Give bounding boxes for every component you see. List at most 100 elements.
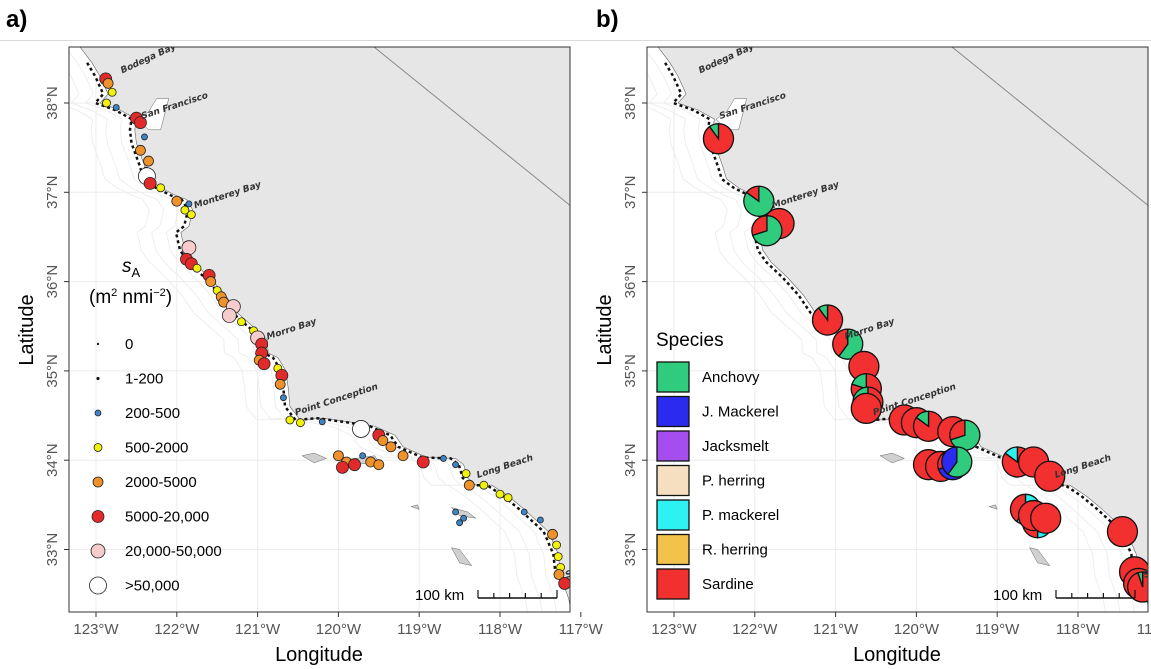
backscatter-point: [553, 569, 565, 580]
island: [410, 504, 420, 510]
depth-contour: [69, 106, 528, 612]
xtick-label: 123°W: [73, 621, 119, 638]
pie-slice: [941, 446, 958, 476]
legend-a-swatch: [93, 443, 103, 452]
ytick-label: 38°N: [44, 86, 61, 120]
backscatter-point: [440, 455, 447, 462]
pie-slice: [837, 328, 864, 360]
ytick-label: 37°N: [622, 176, 639, 210]
legend-a-swatch: [89, 576, 107, 595]
panel-a-xlabel: Longitude: [275, 644, 363, 666]
legend-a-label: 5000-20,000: [125, 509, 209, 526]
ytick-label: 35°N: [622, 354, 639, 388]
legend-a-label: >50,000: [125, 578, 180, 595]
xtick-label: 117°W: [1137, 621, 1151, 638]
legend-a-label: 20,000-50,000: [125, 543, 222, 560]
legend-a-swatch: [92, 476, 104, 488]
backscatter-point: [547, 528, 558, 540]
species-pie: [832, 328, 864, 360]
xtick-label: 120°W: [316, 621, 362, 638]
backscatter-point: [186, 210, 196, 220]
panel-b-scalebar: 100 km: [993, 587, 1136, 604]
legend-a-label: 1-200: [125, 371, 163, 388]
legend-b-swatch: [656, 533, 690, 566]
species-pie: [1034, 460, 1066, 492]
ytick-label: 38°N: [622, 86, 639, 120]
legend-b-swatch: [656, 430, 690, 462]
pie-slice: [1009, 493, 1027, 523]
xtick-label: 119°W: [975, 621, 1020, 638]
legend-b-swatch: [656, 395, 690, 428]
xtick-label: 123°W: [651, 621, 697, 638]
species-pie: [1106, 515, 1139, 548]
backscatter-point: [107, 87, 117, 97]
pie-slice: [915, 410, 930, 428]
backscatter-point: [359, 452, 367, 460]
xtick-label: 117°W: [559, 621, 604, 638]
pie-slice: [817, 304, 829, 322]
backscatter-point: [452, 461, 459, 469]
backscatter-point: [452, 508, 459, 516]
panel-b-species-pies: [702, 123, 1148, 603]
legend-b-label: Jacksmelt: [702, 438, 770, 455]
panel-a-letter: a): [6, 6, 28, 33]
panel-a-backscatter-points: [99, 72, 570, 590]
panel-b-scalebar-label: 100 km: [993, 587, 1042, 604]
panel-a-ylabel: Latitude: [16, 294, 38, 365]
backscatter-point: [141, 133, 148, 141]
island: [1029, 547, 1051, 566]
species-pie: [751, 215, 783, 247]
backscatter-point: [180, 205, 190, 215]
backscatter-point: [377, 435, 389, 446]
backscatter-point: [552, 540, 561, 550]
xtick-label: 122°W: [154, 621, 200, 638]
island: [451, 547, 473, 566]
backscatter-point: [237, 317, 246, 327]
legend-b-swatch: [656, 361, 690, 393]
legend-a-units: (m2 nmi−2): [89, 287, 172, 308]
xtick-label: 121°W: [235, 621, 281, 638]
place-label: San Diego: [564, 552, 615, 581]
pie-slice: [751, 215, 768, 237]
panel-a-legend: sA (m2 nmi−2) 0 1-200 200-500 500-2000 2000-…: [89, 256, 222, 595]
species-pie: [912, 410, 945, 442]
xtick-label: 118°W: [478, 621, 523, 638]
xtick-label: 120°W: [894, 621, 940, 638]
ytick-label: 36°N: [44, 265, 61, 299]
pie-slice: [851, 373, 867, 390]
top-divider: [0, 40, 1151, 41]
backscatter-point: [520, 508, 528, 516]
legend-b-label: P. herring: [702, 473, 765, 490]
legend-b-label: Anchovy: [702, 369, 760, 386]
pie-slice: [1030, 502, 1062, 534]
backscatter-point: [456, 519, 464, 527]
backscatter-point: [558, 577, 570, 590]
backscatter-point: [221, 308, 237, 323]
ytick-label: 34°N: [44, 443, 61, 477]
legend-a-label: 200-500: [125, 405, 180, 422]
legend-b-label: Sardine: [702, 576, 754, 593]
backscatter-point: [134, 116, 147, 130]
panel-b-frame: [646, 46, 1149, 613]
panel-a-scalebar-label: 100 km: [415, 587, 464, 604]
backscatter-point: [479, 480, 489, 490]
depth-contour: [647, 72, 1121, 612]
legend-a-title: sA: [122, 256, 141, 280]
pie-slice: [1106, 515, 1139, 548]
ytick-label: 33°N: [622, 533, 639, 567]
backscatter-point: [274, 378, 286, 390]
panel-b-axis-ticks: 123°W 122°W 121°W 120°W 119°W 118°W 117°W 38°N 3…: [622, 86, 1151, 638]
xtick-label: 121°W: [813, 621, 859, 638]
legend-a-label: 2000-5000: [125, 474, 197, 491]
panel-a-axis-ticks: 123°W 122°W 121°W 120°W 119°W 118°W 117°W 38°N 3…: [44, 86, 604, 638]
backscatter-point: [553, 552, 563, 562]
backscatter-point: [280, 394, 287, 402]
pie-slice: [850, 392, 882, 425]
depth-contour: [647, 106, 1106, 612]
legend-a-swatch: [96, 376, 100, 381]
species-pie: [1030, 502, 1062, 534]
species-pie: [811, 304, 844, 336]
pie-slice: [1137, 571, 1144, 588]
